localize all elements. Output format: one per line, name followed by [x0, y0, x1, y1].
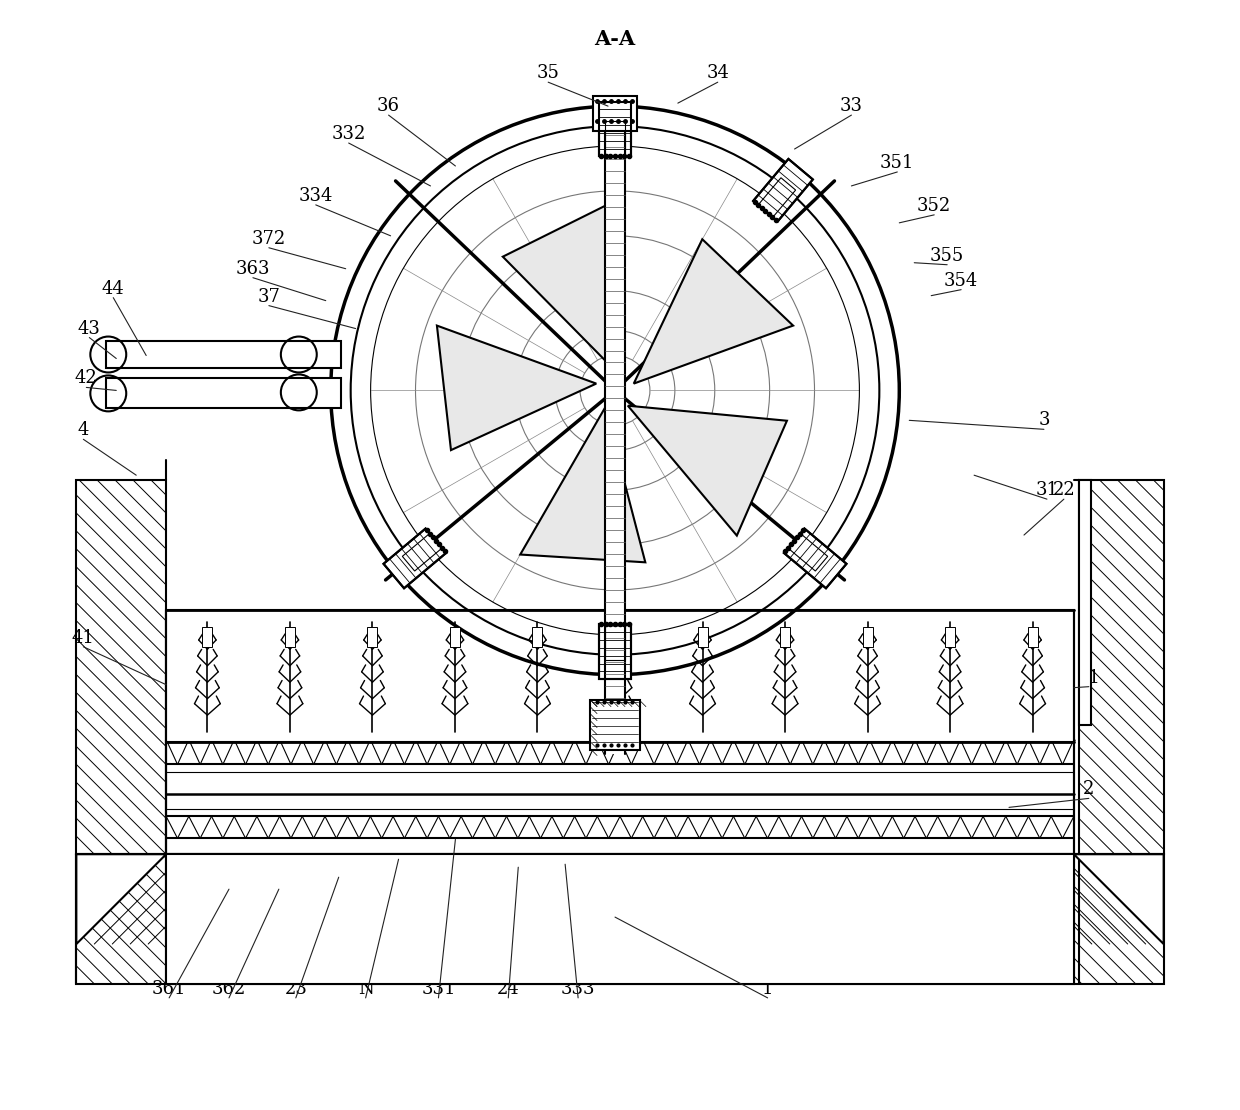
Text: 42: 42 [74, 370, 98, 387]
Text: 22: 22 [1053, 481, 1075, 500]
Text: 363: 363 [236, 260, 270, 278]
Text: 334: 334 [299, 186, 334, 205]
Polygon shape [634, 240, 794, 384]
Text: 43: 43 [78, 320, 100, 337]
Text: 372: 372 [252, 230, 286, 248]
Bar [780, 627, 790, 647]
Bar [945, 627, 955, 647]
Polygon shape [521, 407, 645, 563]
Bar [593, 97, 637, 131]
Text: 31: 31 [1035, 481, 1059, 500]
Text: 3: 3 [1038, 412, 1050, 430]
Polygon shape [753, 159, 813, 222]
Bar [605, 97, 625, 755]
Bar [1079, 481, 1163, 855]
Text: N: N [358, 980, 373, 998]
Bar [367, 627, 377, 647]
Bar [532, 627, 542, 647]
Text: 35: 35 [537, 64, 559, 82]
Bar [107, 379, 341, 408]
Text: 333: 333 [560, 980, 595, 998]
Text: A-A: A-A [594, 29, 636, 49]
Text: 41: 41 [72, 628, 94, 647]
Text: 351: 351 [880, 154, 914, 172]
Text: 37: 37 [258, 287, 280, 305]
Text: 24: 24 [497, 980, 520, 998]
Bar [1079, 481, 1091, 725]
Text: 36: 36 [377, 98, 401, 115]
Polygon shape [599, 624, 631, 679]
Bar [615, 627, 625, 647]
Polygon shape [599, 102, 631, 157]
Text: 331: 331 [422, 980, 456, 998]
Polygon shape [436, 325, 596, 451]
Bar [202, 627, 212, 647]
Text: 1: 1 [761, 980, 774, 998]
Bar [590, 699, 640, 749]
Bar [450, 627, 460, 647]
Polygon shape [77, 855, 166, 944]
Polygon shape [502, 201, 615, 371]
Polygon shape [784, 528, 847, 588]
Text: 23: 23 [284, 980, 308, 998]
Bar [166, 609, 1074, 741]
Text: 21: 21 [1078, 668, 1100, 687]
Text: 332: 332 [331, 125, 366, 143]
Bar [107, 341, 341, 369]
Bar [698, 627, 708, 647]
Text: 355: 355 [930, 246, 965, 265]
Bar [1079, 481, 1163, 855]
Bar [77, 481, 166, 855]
Bar [1028, 627, 1038, 647]
Bar [77, 855, 1163, 983]
Polygon shape [1074, 855, 1163, 944]
Text: 34: 34 [707, 64, 729, 82]
Text: 44: 44 [102, 280, 125, 297]
Text: 4: 4 [78, 422, 89, 440]
Bar [77, 481, 166, 855]
Polygon shape [627, 405, 787, 536]
Bar [77, 855, 1163, 983]
Text: 362: 362 [212, 980, 247, 998]
Text: 2: 2 [1083, 780, 1095, 798]
Bar [285, 627, 295, 647]
Polygon shape [383, 528, 446, 588]
Bar [166, 855, 1074, 983]
Bar [863, 627, 873, 647]
Text: 361: 361 [151, 980, 186, 998]
Text: 33: 33 [839, 98, 863, 115]
Text: 352: 352 [918, 196, 951, 215]
Text: 354: 354 [944, 272, 978, 290]
